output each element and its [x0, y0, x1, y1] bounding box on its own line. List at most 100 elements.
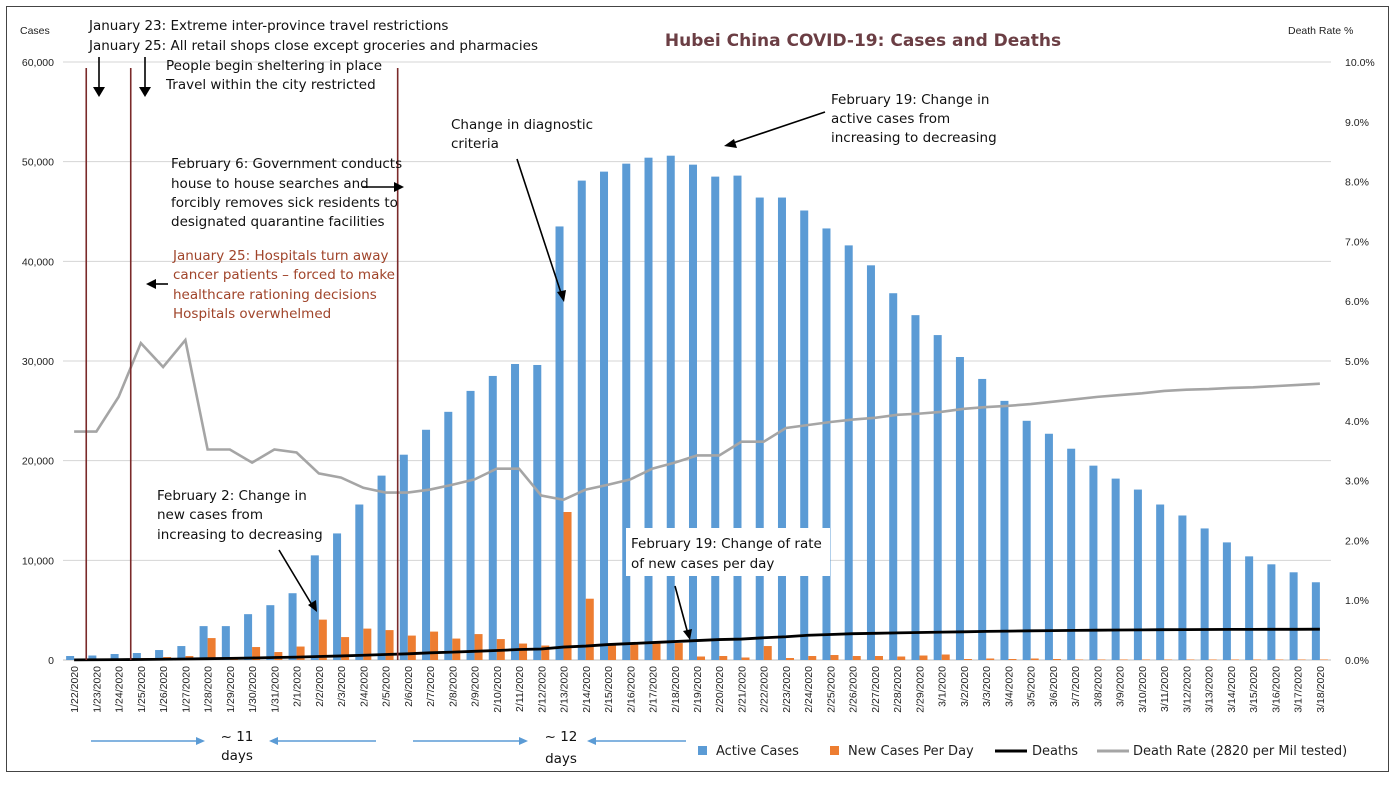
- legend-label-active-cases: Active Cases: [716, 744, 799, 759]
- annotation-feb2-line2: new cases from: [157, 507, 263, 523]
- new-cases-bar: [786, 658, 794, 660]
- active-cases-bar: [934, 335, 942, 660]
- annotation-feb19-rate-line2: of new cases per day: [631, 556, 774, 572]
- x-tick-label: 1/25/2020: [136, 666, 148, 713]
- active-cases-bar: [66, 656, 74, 660]
- y-tick-label: 10,000: [22, 555, 54, 567]
- active-cases-bar: [1223, 542, 1231, 660]
- x-tick-label: 2/4/2020: [358, 666, 370, 707]
- x-tick-label: 2/7/2020: [425, 666, 437, 707]
- y2-tick-label: 4.0%: [1345, 416, 1369, 428]
- active-cases-bar: [800, 211, 808, 660]
- y-tick-label: 20,000: [22, 456, 54, 468]
- active-cases-bar: [756, 198, 764, 660]
- new-cases-bar: [475, 634, 483, 660]
- x-tick-label: 2/19/2020: [692, 666, 704, 713]
- new-cases-bar: [719, 656, 727, 660]
- y2-tick-label: 10.0%: [1345, 57, 1375, 69]
- active-cases-bar: [1023, 421, 1031, 660]
- annotation-hospitals-line2: cancer patients – forced to make: [173, 267, 395, 283]
- annotation-shelter: People begin sheltering in place: [166, 58, 382, 74]
- x-axis-ticks: 1/22/2020 1/23/2020 1/24/2020 1/25/2020 1/26…: [69, 666, 1327, 713]
- x-tick-label: 3/2/2020: [959, 666, 971, 707]
- y-tick-label: 50,000: [22, 157, 54, 169]
- y2-axis-ticks: 0.0%1.0%2.0%3.0%4.0%5.0%6.0%7.0%8.0%9.0%…: [1345, 57, 1375, 667]
- new-cases-bar: [608, 644, 616, 660]
- active-cases-bar: [200, 626, 208, 660]
- x-tick-label: 1/29/2020: [225, 666, 237, 713]
- annotation-diagnostic-line1: Change in diagnostic: [451, 117, 593, 133]
- active-cases-bar: [289, 593, 297, 660]
- x-tick-label: 2/1/2020: [292, 666, 304, 707]
- annotation-feb2-line3: increasing to decreasing: [157, 527, 323, 543]
- active-cases-bar: [511, 364, 519, 660]
- legend: Active Cases New Cases Per Day Deaths Death…: [698, 744, 1347, 759]
- x-tick-label: 3/3/2020: [981, 666, 993, 707]
- annotation-hospitals-line1: January 25: Hospitals turn away: [172, 248, 388, 264]
- annotation-travel-city: Travel within the city restricted: [165, 77, 376, 93]
- x-tick-label: 2/2/2020: [314, 666, 326, 707]
- annotation-feb6-line2: house to house searches and: [171, 176, 369, 192]
- annotation-hospitals-line4: Hospitals overwhelmed: [173, 306, 331, 322]
- annotation-jan23: January 23: Extreme inter-province trave…: [88, 18, 448, 34]
- active-cases-bar: [733, 176, 741, 660]
- new-cases-bar: [986, 659, 994, 660]
- active-cases-bar: [222, 626, 230, 660]
- x-tick-label: 3/7/2020: [1070, 666, 1082, 707]
- new-cases-bar: [919, 656, 927, 660]
- y-axis-ticks: 0 10,000 20,000 30,000 40,000 50,000 60,000: [22, 57, 54, 667]
- x-tick-label: 2/22/2020: [759, 666, 771, 713]
- annotation-feb6-line4: designated quarantine facilities: [171, 214, 385, 230]
- active-cases-bar: [1201, 528, 1209, 660]
- active-cases-bar: [1045, 434, 1053, 660]
- x-tick-label: 3/12/2020: [1181, 666, 1193, 713]
- active-cases-bar: [822, 228, 830, 660]
- x-tick-label: 3/18/2020: [1315, 666, 1327, 713]
- active-cases-bar: [422, 430, 430, 660]
- new-cases-bar: [319, 620, 327, 660]
- x-tick-label: 1/31/2020: [269, 666, 281, 713]
- active-cases-bar: [578, 181, 586, 660]
- x-tick-label: 3/5/2020: [1026, 666, 1038, 707]
- arrow-feb19-active: [730, 112, 825, 144]
- arrowhead-feb6: [394, 182, 404, 192]
- x-tick-label: 1/23/2020: [91, 666, 103, 713]
- gap-label-2-value: ~ 12: [545, 729, 578, 745]
- arrowhead-jan23: [93, 87, 105, 97]
- active-cases-bar: [1312, 582, 1320, 660]
- active-cases-bar: [1290, 572, 1298, 660]
- gap-label-1-unit: days: [221, 748, 253, 764]
- active-cases-bar: [1067, 449, 1075, 660]
- active-cases-bar: [978, 379, 986, 660]
- gap-label-1-value: ~ 11: [221, 729, 254, 745]
- y2-tick-label: 8.0%: [1345, 177, 1369, 189]
- x-tick-label: 2/24/2020: [803, 666, 815, 713]
- active-cases-bar: [600, 172, 608, 660]
- new-cases-bar: [408, 636, 416, 660]
- x-tick-label: 2/17/2020: [648, 666, 660, 713]
- arrow-diagnostic: [517, 159, 562, 296]
- x-tick-label: 3/6/2020: [1048, 666, 1060, 707]
- x-tick-label: 2/14/2020: [581, 666, 593, 713]
- x-tick-label: 1/24/2020: [114, 666, 126, 713]
- new-cases-bar: [208, 638, 216, 660]
- x-tick-label: 3/11/2020: [1159, 666, 1171, 712]
- x-tick-label: 1/22/2020: [69, 666, 81, 713]
- y2-tick-label: 7.0%: [1345, 236, 1369, 248]
- annotation-feb19-rate-line1: February 19: Change of rate: [631, 536, 822, 552]
- active-cases-bar: [645, 158, 653, 660]
- annotation-hospitals-line3: healthcare rationing decisions: [173, 287, 377, 303]
- arrowhead-jan25: [139, 87, 151, 97]
- new-cases-bar: [741, 658, 749, 660]
- y-tick-label: 30,000: [22, 356, 54, 368]
- new-cases-bar: [853, 656, 861, 660]
- y2-axis-label: Death Rate %: [1288, 25, 1353, 37]
- y2-tick-label: 2.0%: [1345, 535, 1369, 547]
- active-cases-bar: [467, 391, 475, 660]
- x-tick-label: 2/9/2020: [470, 666, 482, 707]
- x-tick-label: 3/17/2020: [1293, 666, 1305, 713]
- new-cases-bar: [964, 659, 972, 660]
- new-cases-bar: [875, 656, 883, 660]
- new-cases-bar: [808, 656, 816, 660]
